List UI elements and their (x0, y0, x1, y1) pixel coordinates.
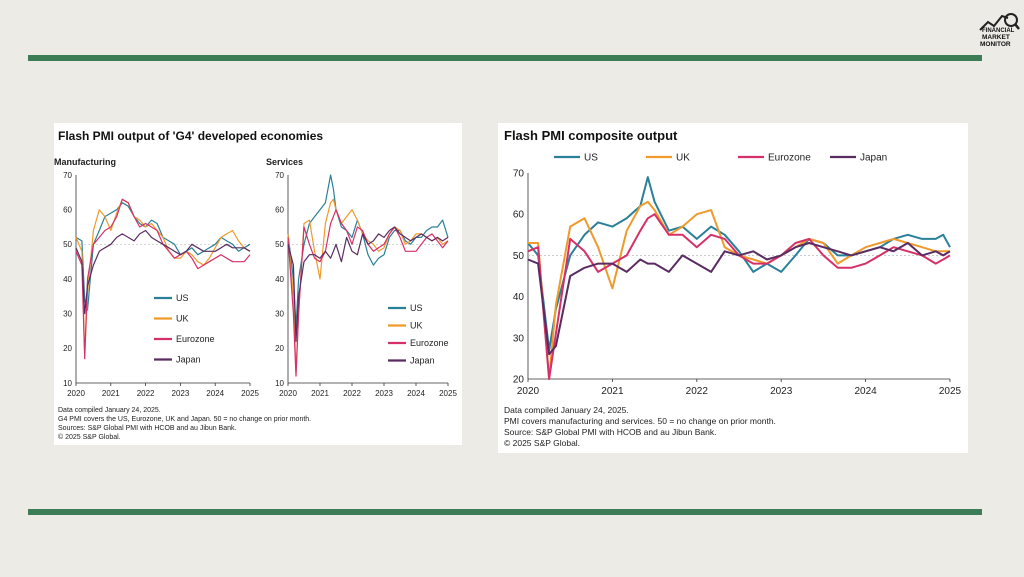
legend-label-uk: UK (676, 153, 690, 164)
legend-label-us: US (584, 153, 598, 164)
y-tick-label: 70 (275, 171, 284, 180)
x-tick-label: 2020 (517, 386, 540, 397)
x-tick-label: 2020 (67, 389, 85, 398)
x-tick-label: 2023 (770, 386, 793, 397)
y-tick-label: 30 (275, 309, 284, 318)
series-line-uk (75, 198, 251, 356)
note-line: Source: S&P Global PMI with HCOB and au … (504, 427, 717, 437)
financial-market-monitor-logo: FINANCIAL MARKET MONITOR (978, 8, 1020, 48)
note-line: © 2025 S&P Global. (504, 438, 581, 448)
legend-label-eurozone: Eurozone (768, 153, 811, 164)
y-tick-label: 20 (513, 375, 525, 386)
series-line-japan (287, 226, 449, 342)
x-tick-label: 2022 (686, 386, 709, 397)
x-tick-label: 2024 (407, 389, 425, 398)
x-tick-label: 2021 (601, 386, 624, 397)
note-line: PMI covers manufacturing and services. 5… (504, 416, 776, 426)
composite-pmi-chart-svg: 20 30 40 50 60 70 2020 2021 2022 2023 2024 2025 US UK… (513, 153, 962, 398)
note-line: Data compiled January 24, 2025. (504, 405, 629, 415)
y-tick-label: 50 (63, 240, 72, 249)
y-tick-label: 70 (513, 169, 525, 180)
note-line: G4 PMI covers the US, Eurozone, UK and J… (58, 416, 312, 423)
legend-label-eurozone: Eurozone (410, 338, 449, 348)
svg-text:MARKET: MARKET (982, 34, 1010, 41)
y-tick-label: 70 (63, 171, 72, 180)
legend-label-japan: Japan (176, 355, 201, 365)
svg-text:FINANCIAL: FINANCIAL (982, 28, 1015, 34)
series-line-japan (527, 242, 951, 356)
g4-pmi-figure: Flash PMI output of 'G4' developed econo… (54, 123, 462, 445)
y-tick-label: 50 (275, 240, 284, 249)
series-line-eurozone (287, 209, 449, 377)
note-line: © 2025 S&P Global. (58, 434, 121, 441)
y-tick-label: 60 (513, 210, 525, 221)
y-tick-label: 30 (63, 309, 72, 318)
y-tick-label: 30 (513, 333, 525, 344)
x-tick-label: 2024 (854, 386, 877, 397)
series-line-eurozone (75, 198, 251, 360)
y-tick-label: 40 (275, 275, 284, 284)
chart-subtitle: Services (266, 157, 303, 167)
y-tick-label: 60 (275, 205, 284, 214)
legend-label-us: US (410, 303, 423, 313)
x-tick-label: 2020 (279, 389, 297, 398)
legend-label-uk: UK (176, 314, 189, 324)
y-tick-label: 50 (513, 251, 525, 262)
x-tick-label: 2022 (343, 389, 361, 398)
svg-text:MONITOR: MONITOR (980, 41, 1011, 48)
note-line: Data compiled January 24, 2025. (58, 407, 161, 414)
figure-title: Flash PMI output of 'G4' developed econo… (58, 129, 324, 143)
y-tick-label: 10 (63, 379, 72, 388)
legend-label-eurozone: Eurozone (176, 334, 215, 344)
x-tick-label: 2022 (137, 389, 155, 398)
series-line-uk (528, 200, 950, 380)
top-divider (28, 55, 982, 61)
legend-label-japan: Japan (860, 153, 887, 164)
note-line: Sources: S&P Global PMI with HCOB and au… (58, 425, 237, 432)
x-tick-label: 2025 (439, 389, 457, 398)
x-tick-label: 2023 (375, 389, 393, 398)
series-line-japan (75, 229, 251, 315)
x-tick-label: 2021 (102, 389, 120, 398)
series-line-eurozone (527, 213, 951, 380)
legend-label-us: US (176, 293, 189, 303)
y-tick-label: 40 (63, 275, 72, 284)
bottom-divider (28, 509, 982, 515)
figure-title: Flash PMI composite output (504, 128, 678, 143)
x-tick-label: 2024 (206, 389, 224, 398)
y-tick-label: 20 (275, 344, 284, 353)
composite-pmi-figure: Flash PMI composite output 20 30 40 50 60 70 2… (498, 123, 968, 453)
x-tick-label: 2021 (311, 389, 329, 398)
y-tick-label: 60 (63, 205, 72, 214)
y-tick-label: 10 (275, 379, 284, 388)
y-tick-label: 40 (513, 292, 525, 303)
x-tick-label: 2025 (939, 386, 962, 397)
y-tick-label: 20 (63, 344, 72, 353)
x-tick-label: 2025 (241, 389, 259, 398)
series-line-us (527, 176, 951, 352)
g4-pmi-charts-svg: Manufacturing 10 20 30 40 50 60 70 2020 2021 2022 2… (54, 157, 457, 398)
legend-label-japan: Japan (410, 356, 435, 366)
chart-with-magnifier-icon: FINANCIAL MARKET MONITOR (979, 13, 1020, 48)
legend-label-uk: UK (410, 321, 423, 331)
x-tick-label: 2023 (172, 389, 190, 398)
chart-subtitle: Manufacturing (54, 157, 116, 167)
